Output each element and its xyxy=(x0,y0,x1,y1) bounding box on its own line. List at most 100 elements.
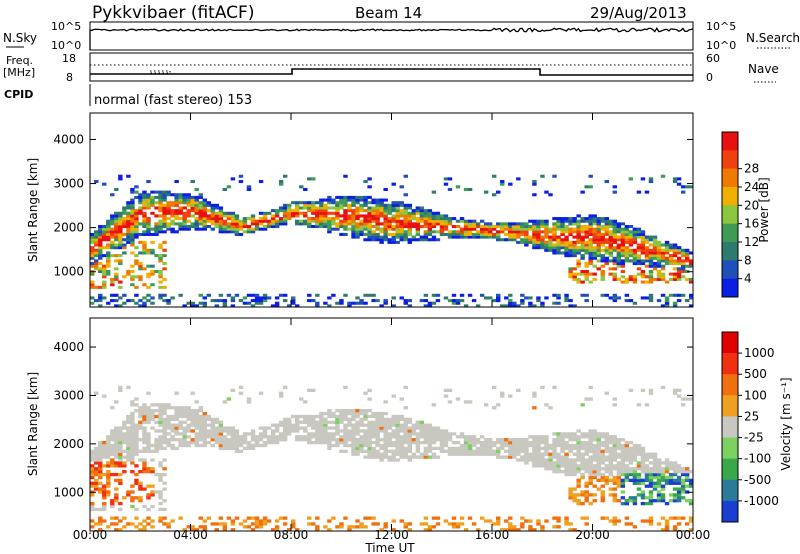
velocity-cell xyxy=(162,481,167,485)
power-cell xyxy=(106,238,111,242)
power-cell xyxy=(564,238,569,242)
velocity-cell xyxy=(403,429,408,433)
power-cell xyxy=(375,219,380,223)
power-cell xyxy=(210,206,216,210)
velocity-cell xyxy=(556,432,561,436)
velocity-cell xyxy=(94,458,99,462)
velocity-cell xyxy=(102,464,107,468)
power-cell xyxy=(150,301,155,305)
power-cell xyxy=(479,232,485,236)
velocity-cell xyxy=(403,420,408,424)
power-cell xyxy=(620,269,626,274)
power-cell xyxy=(532,240,537,244)
velocity-cell xyxy=(604,446,609,451)
power-cell xyxy=(90,256,95,260)
velocity-cell xyxy=(399,446,404,451)
velocity-cell xyxy=(508,522,513,526)
velocity-cell xyxy=(154,443,159,448)
velocity-cell xyxy=(664,458,670,462)
power-cell xyxy=(592,230,597,234)
velocity-cell xyxy=(504,438,509,442)
velocity-cell xyxy=(403,385,408,390)
velocity-cell xyxy=(166,426,171,430)
power-cell xyxy=(636,235,642,239)
power-cell xyxy=(106,222,111,226)
power-cell xyxy=(174,222,179,226)
power-cell xyxy=(528,304,533,308)
power-cell xyxy=(254,224,260,229)
velocity-cell xyxy=(335,426,340,430)
velocity-cell xyxy=(560,455,565,459)
power-cell xyxy=(198,293,203,297)
power-cell xyxy=(383,187,388,191)
power-cell xyxy=(487,232,493,236)
velocity-cell xyxy=(435,426,441,430)
velocity-cell xyxy=(335,525,340,529)
velocity-cell xyxy=(335,420,340,424)
velocity-cell xyxy=(331,426,336,430)
velocity-cell xyxy=(174,426,179,430)
velocity-cell xyxy=(608,446,613,451)
power-cell xyxy=(572,277,577,281)
velocity-cell xyxy=(138,423,143,427)
velocity-cell xyxy=(118,435,123,439)
velocity-cell xyxy=(596,478,601,483)
velocity-cell xyxy=(656,522,662,526)
velocity-cell xyxy=(146,493,151,497)
velocity-cell xyxy=(443,429,449,433)
power-cell xyxy=(110,240,115,244)
velocity-cell xyxy=(588,461,593,465)
power-cell xyxy=(186,193,191,197)
power-cell xyxy=(604,256,609,260)
power-cell xyxy=(170,209,175,213)
power-cell xyxy=(532,238,537,242)
velocity-cell xyxy=(680,484,686,488)
power-cell xyxy=(435,299,441,303)
velocity-cell xyxy=(467,400,473,404)
power-cell xyxy=(660,264,666,268)
power-cell xyxy=(387,211,392,215)
power-cell xyxy=(94,240,99,244)
power-cell xyxy=(564,217,569,221)
power-cell xyxy=(612,224,618,229)
power-cell xyxy=(532,235,537,239)
velocity-cell xyxy=(214,438,220,442)
velocity-cell xyxy=(568,449,573,453)
velocity-cell xyxy=(588,443,593,448)
power-cell xyxy=(262,293,268,297)
velocity-cell xyxy=(258,443,264,448)
velocity-cell xyxy=(676,475,682,480)
velocity-cell xyxy=(114,432,119,436)
power-cell xyxy=(110,222,115,226)
power-cell xyxy=(246,293,252,297)
velocity-cell xyxy=(672,496,678,500)
power-cell xyxy=(608,248,613,252)
velocity-cell xyxy=(303,426,308,430)
velocity-cell xyxy=(500,528,505,532)
power-cell xyxy=(684,277,690,281)
power-cell xyxy=(246,227,252,231)
power-cell xyxy=(202,211,207,215)
power-cell xyxy=(126,272,131,276)
velocity-cell xyxy=(596,449,601,453)
power-cell xyxy=(451,217,457,221)
velocity-cell xyxy=(371,449,376,453)
power-cell xyxy=(516,222,521,226)
power-cell xyxy=(616,243,622,247)
power-cell xyxy=(90,264,95,268)
velocity-cell xyxy=(532,435,537,439)
velocity-cell xyxy=(459,435,465,439)
power-cell xyxy=(383,301,388,305)
power-cell xyxy=(391,238,396,242)
power-cell xyxy=(238,219,244,223)
velocity-cell xyxy=(391,440,396,445)
velocity-cell xyxy=(355,420,360,424)
velocity-cell xyxy=(182,426,187,430)
power-cell xyxy=(479,219,485,223)
velocity-cell xyxy=(407,420,412,424)
velocity-cell xyxy=(640,496,646,500)
velocity-cell xyxy=(367,423,372,427)
velocity-cell xyxy=(556,458,561,462)
power-cell xyxy=(315,217,320,221)
